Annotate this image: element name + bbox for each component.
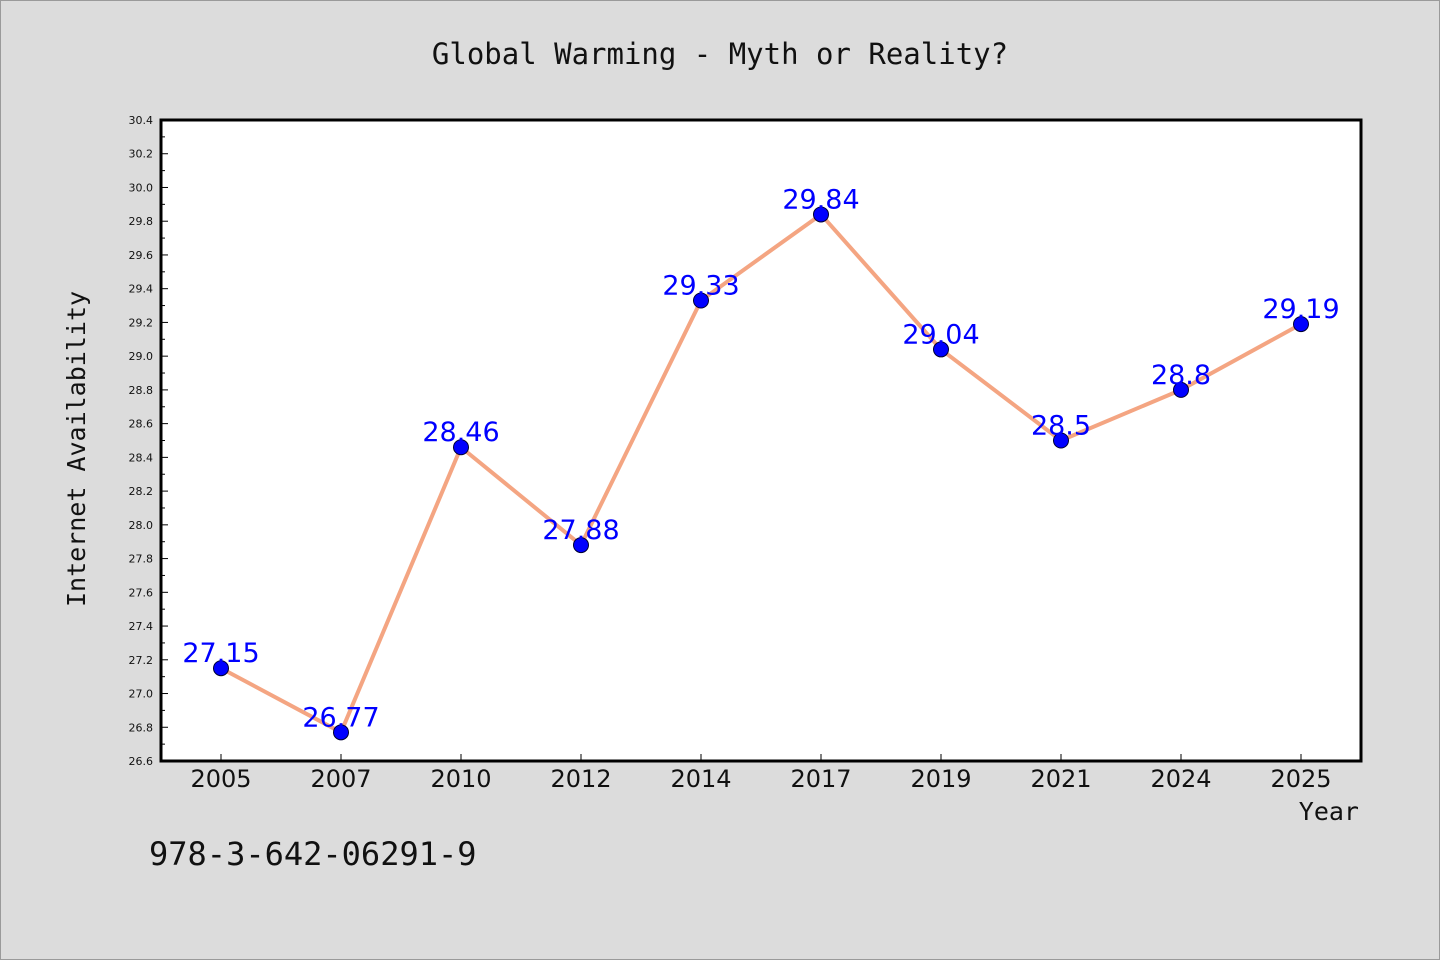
data-label: 27.15 (182, 638, 259, 669)
data-point (333, 724, 349, 741)
y-tick-label: 28.6 (129, 418, 154, 431)
data-point (1173, 381, 1189, 398)
data-label: 29.04 (902, 319, 979, 350)
y-tick-label: 30.2 (129, 148, 154, 161)
y-tick-label: 26.6 (129, 755, 154, 768)
plot-area (159, 118, 1363, 763)
y-tick-label: 29.0 (129, 350, 154, 363)
isbn-footnote: 978-3-642-06291-9 (149, 835, 477, 873)
y-tick-label: 30.4 (129, 114, 154, 127)
data-label: 28.5 (1031, 411, 1091, 442)
y-tick-label: 29.8 (129, 215, 154, 228)
x-tick-label: 2014 (670, 765, 731, 793)
x-axis-ticks: 2005 2007 2010 2012 2014 2017 2019 2021 2024 2025 (190, 754, 1332, 793)
y-tick-label: 27.2 (129, 654, 154, 667)
x-axis-label: Year (1299, 797, 1359, 826)
data-label: 28.8 (1151, 360, 1211, 391)
data-point (1293, 316, 1309, 333)
x-tick-label: 2010 (430, 765, 491, 793)
y-tick-label: 28.4 (129, 451, 154, 464)
x-tick-label: 2025 (1270, 765, 1331, 793)
y-tick-label: 27.8 (129, 553, 154, 566)
y-axis-ticks: 26.6 26.8 27.0 27.2 27.4 27.6 27.8 28.0 28.2 28.4… (129, 114, 168, 768)
data-point (573, 537, 589, 554)
series-layer: 27.15 26.77 28.46 27.88 29.33 29.84 29.04 28.5 2… (182, 184, 1340, 741)
data-label: 28.46 (422, 417, 499, 448)
data-label: 29.84 (782, 184, 859, 215)
data-point (933, 341, 949, 358)
y-tick-label: 26.8 (129, 721, 154, 734)
data-point (453, 439, 469, 456)
chart-title: Global Warming - Myth or Reality? (432, 37, 1008, 71)
y-tick-label: 27.0 (129, 688, 154, 701)
y-tick-label: 28.8 (129, 384, 154, 397)
y-tick-label: 28.0 (129, 519, 154, 532)
x-tick-label: 2021 (1030, 765, 1091, 793)
data-label: 27.88 (542, 515, 619, 546)
data-label: 26.77 (302, 702, 379, 733)
x-tick-label: 2017 (790, 765, 851, 793)
x-tick-label: 2005 (190, 765, 251, 793)
y-axis-label: Internet Availability (62, 291, 91, 607)
y-tick-label: 27.4 (129, 620, 154, 633)
data-label: 29.33 (662, 270, 739, 301)
x-tick-label: 2024 (1150, 765, 1211, 793)
data-point (693, 292, 709, 309)
data-point (213, 660, 229, 677)
data-label: 29.19 (1262, 294, 1339, 325)
y-tick-label: 29.2 (129, 316, 154, 329)
y-tick-label: 30.0 (129, 181, 154, 194)
series-line (219, 212, 1303, 735)
y-tick-label: 28.2 (129, 485, 154, 498)
y-tick-label: 27.6 (129, 586, 154, 599)
y-tick-label: 29.4 (129, 283, 154, 296)
y-tick-label: 29.6 (129, 249, 154, 262)
data-point (1053, 432, 1069, 449)
x-tick-label: 2012 (550, 765, 611, 793)
data-point (813, 206, 829, 223)
x-tick-label: 2019 (910, 765, 971, 793)
x-tick-label: 2007 (310, 765, 371, 793)
